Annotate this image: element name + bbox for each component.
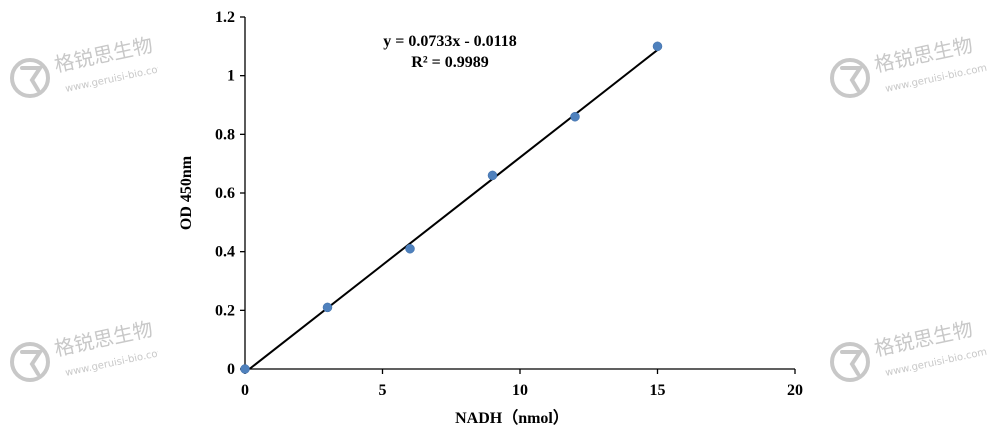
data-point <box>240 364 250 374</box>
x-tick-label: 5 <box>379 382 387 399</box>
y-tick-label: 0.4 <box>215 244 235 261</box>
data-points <box>240 41 663 374</box>
y-tick-label: 0 <box>227 361 235 378</box>
watermark-logo-icon <box>10 58 50 98</box>
r-squared-annotation: R² = 0.9989 <box>411 54 488 71</box>
watermark-logo-stroke <box>840 350 864 376</box>
watermark-logo-icon <box>830 342 870 382</box>
x-tick-label: 0 <box>241 382 249 399</box>
watermark-logo-icon <box>10 342 50 382</box>
data-point <box>570 111 580 122</box>
trend-line <box>248 49 659 370</box>
watermark-logo-stroke <box>840 66 864 92</box>
x-tick-label: 20 <box>787 382 803 399</box>
watermark-logo-icon <box>830 58 870 98</box>
y-tick-label: 0.8 <box>215 126 235 143</box>
watermark-logo-stroke <box>20 350 44 376</box>
data-point <box>652 41 663 52</box>
equation-annotation: y = 0.0733x - 0.0118 <box>383 33 517 50</box>
y-tick-label: 1.2 <box>215 9 235 26</box>
y-tick-label: 1 <box>227 68 235 85</box>
y-tick-label: 0.6 <box>215 185 235 202</box>
x-tick-label: 15 <box>650 382 666 399</box>
data-point <box>322 302 333 313</box>
x-axis-label: NADH（nmol） <box>455 409 569 427</box>
axis-tick-labels: 0 0.2 0.4 0.6 0.8 1 1.2 0 5 10 15 20 <box>215 9 803 399</box>
y-axis-label: OD 450nm <box>178 155 195 230</box>
data-point <box>405 243 415 254</box>
watermark-logo-stroke <box>20 66 44 92</box>
data-point <box>487 170 498 181</box>
x-tick-label: 10 <box>512 382 528 399</box>
y-tick-label: 0.2 <box>215 302 235 319</box>
axis-ticks <box>240 16 796 374</box>
